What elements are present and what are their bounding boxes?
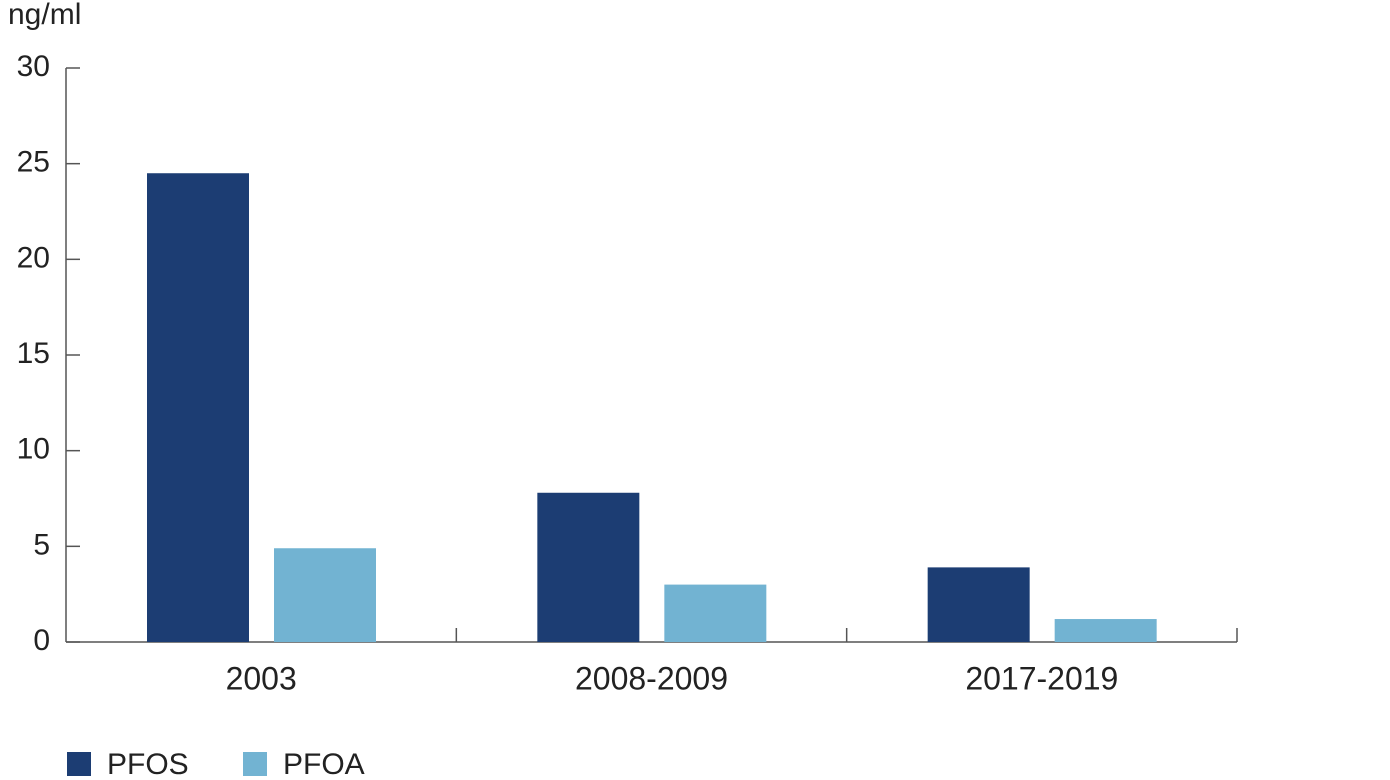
bar (927, 567, 1030, 642)
bar (1054, 619, 1157, 642)
bar (664, 584, 767, 642)
bar (537, 492, 640, 642)
x-tick-label: 2017-2019 (965, 660, 1118, 696)
y-tick-label: 5 (33, 528, 50, 561)
x-tick-label: 2008-2009 (575, 660, 728, 696)
legend-swatch (67, 752, 91, 776)
bar (147, 173, 249, 642)
y-tick-label: 25 (17, 146, 50, 179)
y-tick-label: 15 (17, 337, 50, 370)
legend-label: PFOS (107, 748, 189, 780)
legend-label: PFOA (283, 748, 365, 780)
x-tick-label: 2003 (226, 660, 297, 696)
legend-swatch (243, 752, 267, 776)
y-tick-label: 10 (17, 433, 50, 466)
y-tick-label: 0 (33, 624, 50, 657)
bar (274, 548, 376, 642)
y-tick-label: 30 (17, 50, 50, 83)
y-tick-label: 20 (17, 241, 50, 274)
y-axis-label: ng/ml (8, 0, 81, 31)
